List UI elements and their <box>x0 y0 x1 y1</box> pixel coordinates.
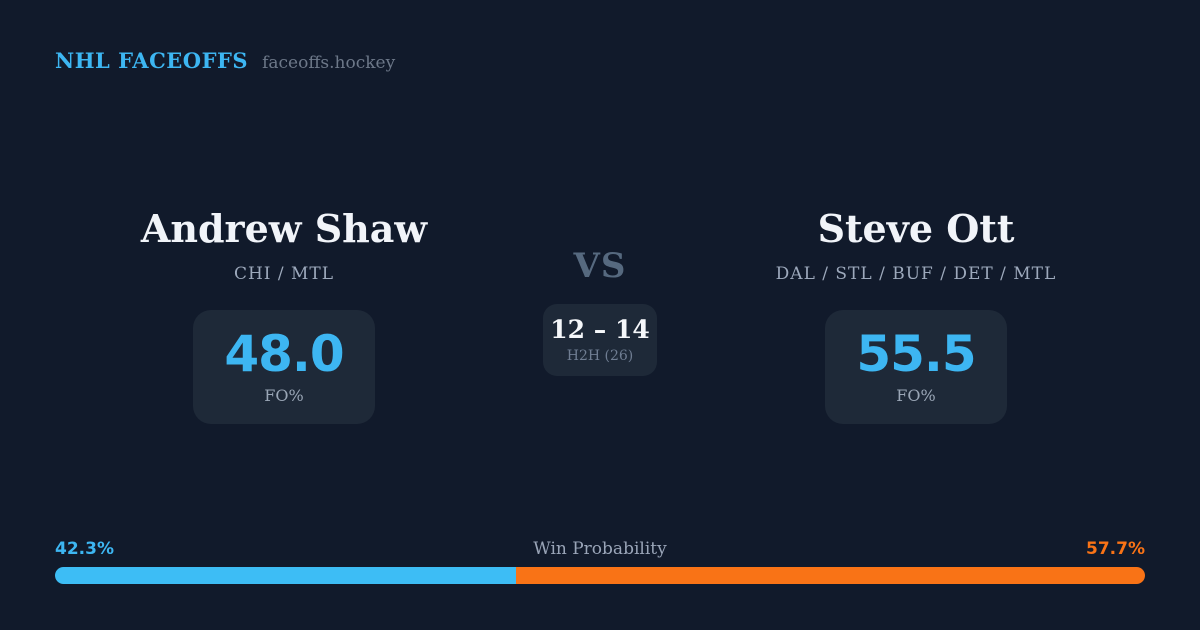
win-probability-labels: 42.3% Win Probability 57.7% <box>55 541 1145 558</box>
matchup-row: Andrew Shaw CHI / MTL 48.0 FO% VS 12 – 1… <box>64 206 1136 424</box>
h2h-label: H2H (26) <box>566 347 634 364</box>
player-left: Andrew Shaw CHI / MTL 48.0 FO% <box>64 206 504 424</box>
win-probability-bar-right-segment <box>516 567 1145 584</box>
player-right-teams: DAL / STL / BUF / DET / MTL <box>775 264 1057 284</box>
win-probability-title: Win Probability <box>533 539 667 559</box>
win-probability-right-pct: 57.7% <box>1086 539 1145 559</box>
matchup-center: VS 12 – 14 H2H (26) <box>504 206 696 424</box>
player-left-name: Andrew Shaw <box>140 206 428 251</box>
player-left-fo-panel: 48.0 FO% <box>193 310 375 424</box>
player-right-name: Steve Ott <box>817 206 1015 251</box>
player-right-fo-panel: 55.5 FO% <box>825 310 1007 424</box>
vs-label: VS <box>573 246 627 286</box>
player-left-fo-label: FO% <box>264 386 304 405</box>
h2h-panel: 12 – 14 H2H (26) <box>543 304 657 376</box>
win-probability-bar-left-segment <box>55 567 517 584</box>
header: NHL FACEOFFS faceoffs.hockey <box>55 48 395 73</box>
player-left-teams: CHI / MTL <box>233 264 335 284</box>
player-right-fo-value: 55.5 <box>856 325 976 383</box>
site-url: faceoffs.hockey <box>262 53 396 73</box>
win-probability-left-pct: 42.3% <box>55 539 114 559</box>
player-left-fo-value: 48.0 <box>224 325 344 383</box>
h2h-record: 12 – 14 <box>550 314 650 344</box>
win-probability-bar <box>55 567 1145 584</box>
brand-title: NHL FACEOFFS <box>55 48 249 73</box>
win-probability-section: 42.3% Win Probability 57.7% <box>55 541 1145 584</box>
player-right-fo-label: FO% <box>896 386 936 405</box>
player-right: Steve Ott DAL / STL / BUF / DET / MTL 55… <box>696 206 1136 424</box>
